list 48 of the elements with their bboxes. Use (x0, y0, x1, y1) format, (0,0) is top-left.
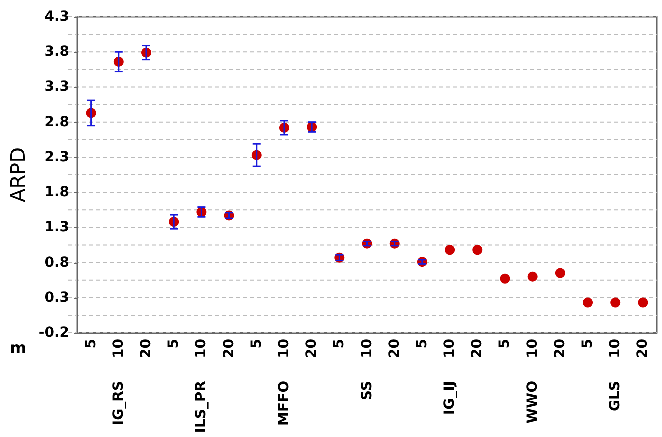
y-tick-label: 1.3 (44, 220, 70, 236)
x-tick-label: 5 (497, 339, 514, 349)
x-tick-label: 10 (276, 338, 292, 358)
y-tick-label: 2.8 (44, 114, 70, 130)
point (445, 245, 456, 256)
point (555, 268, 566, 278)
x-tick-label: 10 (110, 338, 127, 358)
y-tick-label: 3.8 (44, 44, 70, 60)
x-tick-label: 5 (83, 339, 100, 349)
y-tick-label: 0.8 (44, 254, 70, 271)
point (528, 272, 538, 282)
text: IG_RS (110, 381, 127, 426)
y-tick-label: 0.3 (44, 290, 70, 306)
x-tick-label: 10 (442, 338, 458, 358)
y-axis-title: ARPD (6, 147, 30, 203)
text: GLS (608, 381, 624, 412)
y-tick-label: 1.8 (44, 184, 70, 201)
x-tick-label: 5 (580, 339, 596, 349)
point (583, 298, 594, 308)
x-axis-title: m (10, 338, 27, 358)
x-tick-label: 20 (635, 338, 652, 358)
y-tick-label: 2.3 (44, 149, 70, 166)
text: SS (359, 381, 376, 401)
point (500, 274, 510, 284)
point (638, 298, 648, 308)
text: MFFO (276, 380, 292, 426)
text: ILS_PR (194, 380, 210, 434)
x-tick-label: 20 (138, 338, 154, 358)
y-tick-label: 3.3 (44, 79, 70, 96)
x-tick-label: 20 (221, 338, 238, 358)
x-tick-label: 5 (332, 339, 348, 349)
x-tick-label: 10 (194, 338, 210, 358)
x-tick-label: 20 (386, 338, 403, 358)
text: IG_IJ (442, 381, 458, 416)
point (472, 245, 483, 256)
x-tick-label: 5 (414, 339, 430, 349)
x-tick-label: 10 (524, 338, 541, 358)
y-tick-label: -0.2 (38, 325, 70, 341)
x-tick-label: 20 (470, 338, 486, 358)
x-tick-label: 5 (248, 339, 265, 349)
x-tick-label: 20 (304, 338, 320, 358)
y-tick-label: 4.3 (44, 9, 70, 25)
x-tick-label: 10 (359, 338, 376, 358)
x-tick-label: 20 (552, 338, 568, 358)
text: WWO (524, 380, 541, 424)
point (610, 298, 621, 308)
x-tick-label: 5 (166, 339, 182, 349)
x-tick-label: 10 (608, 338, 624, 358)
